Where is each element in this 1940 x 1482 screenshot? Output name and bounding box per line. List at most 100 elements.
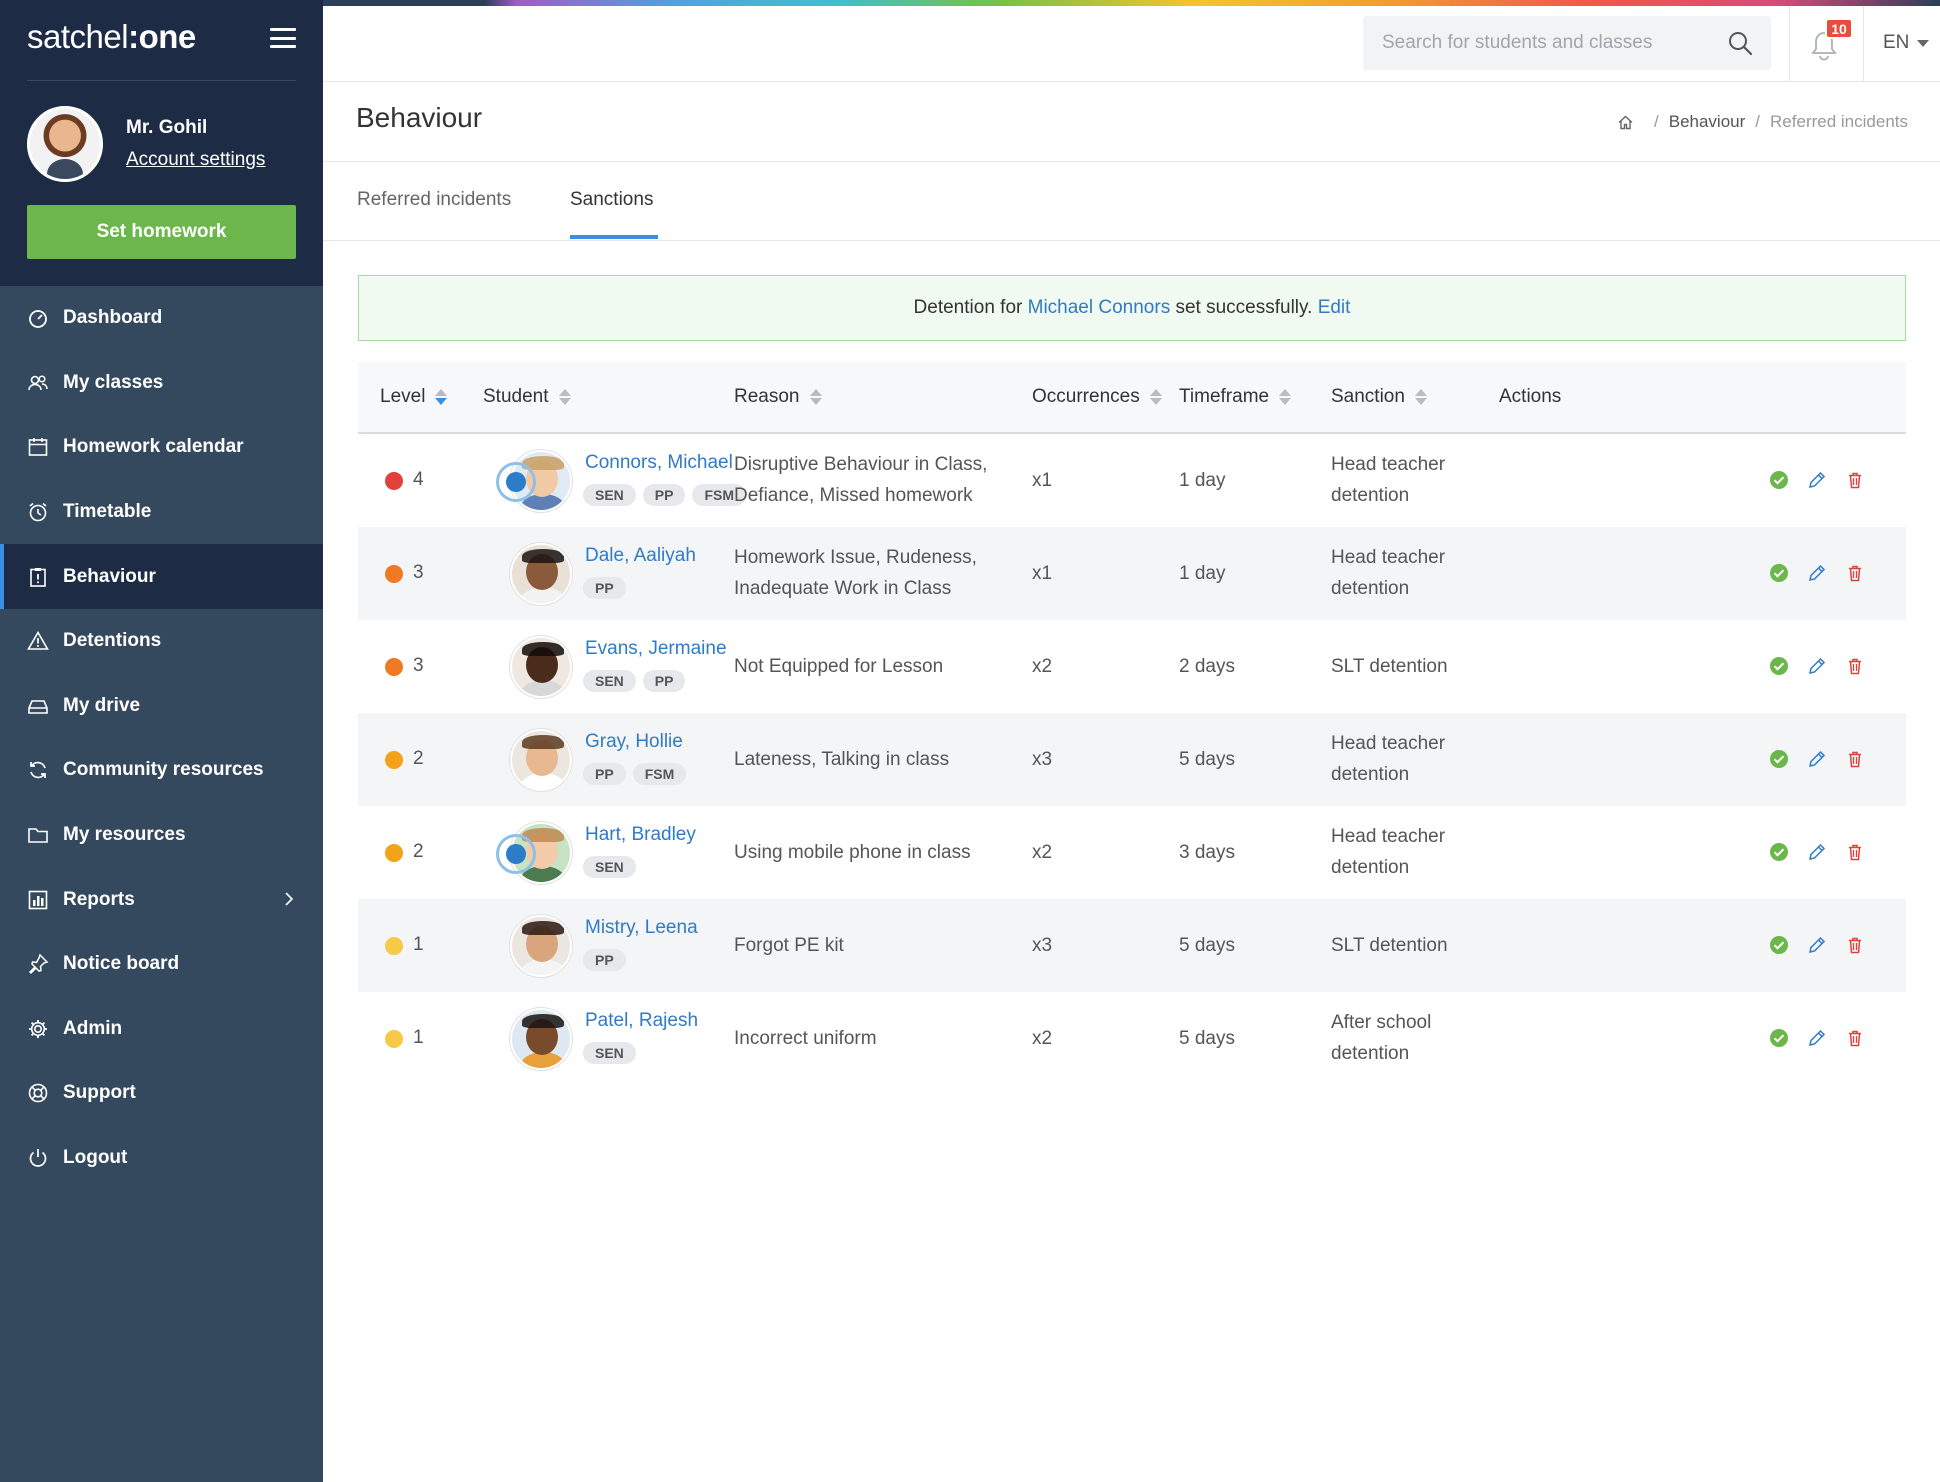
sidebar-item-label: Logout xyxy=(63,1147,128,1169)
alert-student-link[interactable]: Michael Connors xyxy=(1027,297,1171,318)
language-selector[interactable]: EN xyxy=(1883,32,1930,54)
column-header-occurrences[interactable]: Occurrences xyxy=(1032,386,1162,408)
home-icon[interactable] xyxy=(1617,114,1634,131)
student-avatar[interactable] xyxy=(510,915,572,977)
approve-icon[interactable] xyxy=(1768,934,1790,956)
student-avatar[interactable] xyxy=(510,729,572,791)
sidebar-item-label: Detentions xyxy=(63,630,162,652)
column-header-timeframe[interactable]: Timeframe xyxy=(1179,386,1292,408)
approve-icon[interactable] xyxy=(1768,562,1790,584)
student-avatar[interactable] xyxy=(510,636,572,698)
sidebar-item-detentions[interactable]: Detentions xyxy=(0,609,323,674)
trash-icon[interactable] xyxy=(1844,655,1866,677)
reason-cell: Incorrect uniform xyxy=(734,1023,877,1054)
search-icon[interactable] xyxy=(1727,30,1753,56)
approve-icon[interactable] xyxy=(1768,469,1790,491)
language-label: EN xyxy=(1883,32,1910,53)
approve-icon[interactable] xyxy=(1768,1027,1790,1049)
student-name-link[interactable]: Connors, Michael xyxy=(585,452,733,473)
sidebar-item-timetable[interactable]: Timetable xyxy=(0,480,323,545)
student-name-link[interactable]: Evans, Jermaine xyxy=(585,638,727,659)
sanction-cell: After school detention xyxy=(1331,1007,1431,1069)
sidebar-header: satchel:one Mr. Gohil Account settings S… xyxy=(0,0,323,286)
user-avatar[interactable] xyxy=(27,106,103,182)
set-homework-button[interactable]: Set homework xyxy=(27,205,296,259)
student-name-link[interactable]: Gray, Hollie xyxy=(585,731,683,752)
row-actions xyxy=(1768,841,1882,863)
timeframe-cell: 5 days xyxy=(1179,749,1235,770)
student-tag: FSM xyxy=(692,484,747,506)
caret-down-icon xyxy=(1917,39,1930,47)
sidebar-item-behaviour[interactable]: Behaviour xyxy=(0,544,323,609)
sort-icon[interactable] xyxy=(1414,389,1427,405)
sort-icon[interactable] xyxy=(435,389,448,405)
edit-pencil-icon[interactable] xyxy=(1806,469,1828,491)
sidebar-item-community-resources[interactable]: Community resources xyxy=(0,738,323,803)
app-logo[interactable]: satchel:one xyxy=(27,18,196,55)
edit-pencil-icon[interactable] xyxy=(1806,562,1828,584)
column-header-sanction[interactable]: Sanction xyxy=(1331,386,1427,408)
edit-pencil-icon[interactable] xyxy=(1806,841,1828,863)
sidebar-item-notice-board[interactable]: Notice board xyxy=(0,932,323,997)
approve-icon[interactable] xyxy=(1768,748,1790,770)
account-settings-link[interactable]: Account settings xyxy=(126,149,266,170)
column-header-reason[interactable]: Reason xyxy=(734,386,822,408)
sort-icon[interactable] xyxy=(809,389,822,405)
sidebar-item-logout[interactable]: Logout xyxy=(0,1126,323,1191)
table-row: 4 Connors, Michael SEN PP FSM Disruptive Beha… xyxy=(358,434,1906,527)
sort-icon[interactable] xyxy=(1279,389,1292,405)
student-avatar[interactable] xyxy=(510,543,572,605)
column-header-level[interactable]: Level xyxy=(380,386,448,408)
timeframe-cell: 5 days xyxy=(1179,1028,1235,1049)
trash-icon[interactable] xyxy=(1844,469,1866,491)
approve-icon[interactable] xyxy=(1768,841,1790,863)
sidebar-item-reports[interactable]: Reports xyxy=(0,867,323,932)
sidebar-item-my-resources[interactable]: My resources xyxy=(0,803,323,868)
hamburger-menu-icon[interactable] xyxy=(270,28,296,48)
tab-sanctions[interactable]: Sanctions xyxy=(570,189,654,210)
sidebar-item-my-drive[interactable]: My drive xyxy=(0,674,323,739)
sidebar-item-label: My resources xyxy=(63,824,186,846)
sidebar-item-support[interactable]: Support xyxy=(0,1061,323,1126)
sidebar-item-admin[interactable]: Admin xyxy=(0,997,323,1062)
sidebar-item-label: Community resources xyxy=(63,759,264,781)
sort-icon[interactable] xyxy=(1149,389,1162,405)
reason-line: Lateness, Talking in class xyxy=(734,749,950,770)
trash-icon[interactable] xyxy=(1844,1027,1866,1049)
occurrences-cell: x2 xyxy=(1032,842,1053,863)
student-name-link[interactable]: Hart, Bradley xyxy=(585,824,696,845)
trash-icon[interactable] xyxy=(1844,562,1866,584)
breadcrumb-behaviour[interactable]: Behaviour xyxy=(1668,112,1746,131)
timeframe-cell: 2 days xyxy=(1179,656,1235,677)
sidebar-item-dashboard[interactable]: Dashboard xyxy=(0,286,323,351)
sidebar-item-homework-calendar[interactable]: Homework calendar xyxy=(0,415,323,480)
trash-icon[interactable] xyxy=(1844,934,1866,956)
trash-icon[interactable] xyxy=(1844,748,1866,770)
sanction-line: SLT detention xyxy=(1331,935,1448,956)
edit-pencil-icon[interactable] xyxy=(1806,1027,1828,1049)
users-icon xyxy=(27,372,49,394)
approve-icon[interactable] xyxy=(1768,655,1790,677)
sort-icon[interactable] xyxy=(558,389,571,405)
student-tag: SEN xyxy=(583,484,636,506)
row-actions xyxy=(1768,562,1882,584)
occurrences-cell: x3 xyxy=(1032,935,1053,956)
edit-pencil-icon[interactable] xyxy=(1806,655,1828,677)
sidebar-item-label: Support xyxy=(63,1082,136,1104)
tabs: Referred incidents Sanctions xyxy=(323,163,1940,241)
alert-edit-link[interactable]: Edit xyxy=(1317,297,1351,318)
student-avatar[interactable] xyxy=(510,1008,572,1070)
search-input[interactable] xyxy=(1363,16,1703,70)
tab-referred-incidents[interactable]: Referred incidents xyxy=(357,189,512,210)
student-name-link[interactable]: Mistry, Leena xyxy=(585,917,698,938)
student-name-link[interactable]: Patel, Rajesh xyxy=(585,1010,699,1031)
table-row: 1 Mistry, Leena PP Forgot PE kit x3 5 days SLT… xyxy=(358,899,1906,992)
sidebar-item-my-classes[interactable]: My classes xyxy=(0,351,323,416)
trash-icon[interactable] xyxy=(1844,841,1866,863)
student-name-link[interactable]: Dale, Aaliyah xyxy=(585,545,696,566)
column-header-student[interactable]: Student xyxy=(483,386,571,408)
sidebar-item-label: Dashboard xyxy=(63,307,163,329)
edit-pencil-icon[interactable] xyxy=(1806,748,1828,770)
table-row: 3 Evans, Jermaine SEN PP Not Equipped for Le… xyxy=(358,620,1906,713)
edit-pencil-icon[interactable] xyxy=(1806,934,1828,956)
